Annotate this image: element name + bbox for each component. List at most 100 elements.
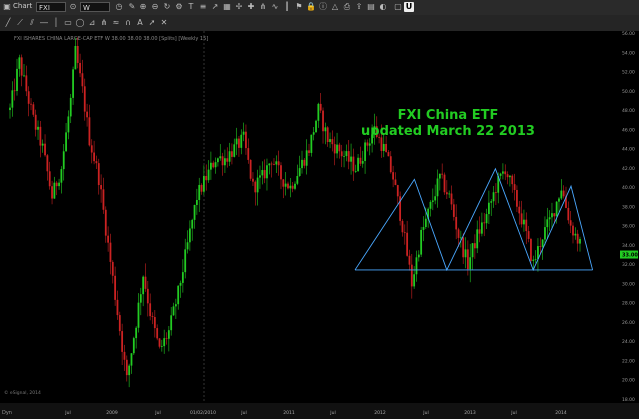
lock-icon[interactable]: 🔒 <box>306 2 316 11</box>
annotation-title-2: updated March 22 2013 <box>361 124 535 139</box>
ray-tool-icon[interactable]: ⟋ <box>17 18 23 27</box>
candle-body <box>181 272 184 283</box>
candle-body <box>562 190 565 197</box>
erase-tool-icon[interactable]: ✕ <box>160 18 168 27</box>
link-icon[interactable]: ⊙ <box>69 2 77 11</box>
ellipse-tool-icon[interactable]: ◯ <box>75 18 85 27</box>
channel-tool-icon[interactable]: ⫽ <box>30 18 34 27</box>
candle-body <box>359 157 362 164</box>
candle-body <box>184 249 187 273</box>
bars-icon[interactable]: ┃ <box>284 2 290 11</box>
candle-body <box>107 235 110 243</box>
print-icon[interactable]: ⎙ <box>343 2 351 11</box>
vline-tool-icon[interactable]: │ <box>53 18 59 27</box>
time-axis-bg <box>0 403 639 419</box>
info-icon[interactable]: ⓘ <box>319 2 327 11</box>
export-icon[interactable]: ⇪ <box>355 2 363 11</box>
y-tick-label: 30.00 <box>622 281 635 287</box>
zoom-out-icon[interactable]: ⊖ <box>151 2 159 11</box>
candle-body <box>79 62 81 74</box>
candle-body <box>53 182 56 199</box>
candle-body <box>429 201 432 209</box>
candle-body <box>572 225 574 236</box>
magnet-icon[interactable]: ⋔ <box>259 2 267 11</box>
candle-body <box>93 152 95 162</box>
candle-body <box>502 171 504 174</box>
y-tick-label: 24.00 <box>622 339 635 345</box>
candle-body <box>72 69 74 98</box>
candle-body <box>263 170 266 179</box>
cycle-tool-icon[interactable]: ∩ <box>125 18 131 27</box>
alert-icon[interactable]: △ <box>331 2 339 11</box>
window-icon[interactable]: ▢ <box>394 2 402 11</box>
candle-body <box>277 161 280 166</box>
crosshair-icon[interactable]: ✚ <box>247 2 255 11</box>
candle-body <box>520 213 523 225</box>
candle-body <box>350 156 352 162</box>
candle-body <box>406 232 409 256</box>
color-icon[interactable]: ◐ <box>379 2 387 11</box>
symbol-input[interactable]: FXI <box>36 2 66 12</box>
price-axis-bg <box>618 31 639 403</box>
text-note-icon[interactable]: A <box>137 18 143 27</box>
x-tick-label: 2009 <box>106 410 118 416</box>
candle-body <box>368 143 371 146</box>
candle-body <box>462 237 465 258</box>
candle-body <box>130 353 133 366</box>
candle-body <box>146 288 149 304</box>
refresh-icon[interactable]: ↻ <box>163 2 171 11</box>
grid-icon[interactable]: ▦ <box>223 2 231 11</box>
x-tick-label: Jul <box>422 410 428 416</box>
rectangle-tool-icon[interactable]: ▭ <box>64 18 72 27</box>
price-chart[interactable]: FXI ISHARES CHINA LARGE-CAP ETF W 38.00 … <box>0 31 639 419</box>
arrow-tool-icon[interactable]: ↗ <box>211 2 219 11</box>
candle-body <box>212 162 215 168</box>
line-tool-icon[interactable]: ╱ <box>5 18 11 27</box>
flag-icon[interactable]: ⚑ <box>295 2 303 11</box>
price-axis[interactable]: 56.00 54.00 52.00 50.00 48.00 46.00 44.00 42.00… <box>618 31 639 403</box>
candle-body <box>532 259 535 261</box>
candle-body <box>11 90 14 108</box>
candle-body <box>539 246 542 247</box>
y-tick-label: 56.00 <box>622 31 635 37</box>
gann-tool-icon[interactable]: ⊿ <box>88 18 96 27</box>
indicator-icon[interactable]: ∿ <box>271 2 279 11</box>
candle-body <box>60 169 63 183</box>
candle-body <box>523 219 525 225</box>
candle-body <box>228 151 231 162</box>
candle-body <box>530 238 532 261</box>
candle-body <box>485 214 488 224</box>
candle-body <box>385 143 388 153</box>
candle-body <box>245 131 247 149</box>
candle-body <box>205 175 208 181</box>
candle-body <box>336 144 338 154</box>
draw-pencil-icon[interactable]: ✎ <box>128 2 136 11</box>
candle-body <box>487 202 490 215</box>
annotation-title-1: FXI China ETF <box>397 108 499 123</box>
watermark: © eSignal, 2014 <box>4 389 41 396</box>
candle-body <box>471 243 474 258</box>
candle-body <box>289 185 292 189</box>
candle-body <box>51 186 53 199</box>
arrow-draw-icon[interactable]: ➚ <box>148 18 156 27</box>
candle-body <box>287 183 289 189</box>
candle-body <box>345 151 348 157</box>
cursor-icon[interactable]: ✢ <box>235 2 243 11</box>
template-icon[interactable]: ▤ <box>367 2 375 11</box>
candle-body <box>177 285 180 305</box>
text-tool-icon[interactable]: T <box>188 2 194 11</box>
zoom-in-icon[interactable]: ⊕ <box>139 2 147 11</box>
user-button[interactable]: U <box>404 2 414 12</box>
hline-tool-icon[interactable]: ― <box>40 18 48 27</box>
interval-input[interactable]: W <box>80 2 110 12</box>
fib-tool-icon[interactable]: ≡ <box>199 2 207 11</box>
regression-tool-icon[interactable]: ≈ <box>112 18 120 27</box>
candle-body <box>172 306 175 316</box>
candle-body <box>188 228 191 243</box>
clock-icon[interactable]: ◷ <box>115 2 123 11</box>
x-tick-label: Jul <box>154 410 160 416</box>
pitchfork-tool-icon[interactable]: ⋔ <box>100 18 108 27</box>
time-axis[interactable]: Jul 2009 Jul 01/02/2010 Jul 2011 Jul 2012 Jul 201… <box>0 403 639 419</box>
candle-body <box>259 175 261 178</box>
settings-icon[interactable]: ⚙ <box>175 2 183 11</box>
